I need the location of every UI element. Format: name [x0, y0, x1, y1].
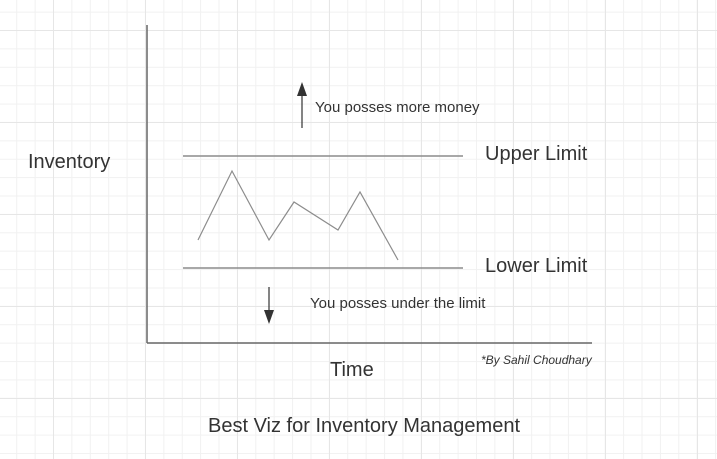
inventory-line: [197, 169, 399, 261]
y-axis-label: Inventory: [28, 151, 111, 173]
above-limit-note: You posses more money: [315, 99, 480, 116]
upper-limit-label: Upper Limit: [485, 143, 588, 165]
arrow-down-icon: [264, 287, 274, 324]
author-credit: *By Sahil Choudhary: [481, 353, 592, 367]
diagram-title: Best Viz for Inventory Management: [208, 415, 521, 437]
arrow-up-icon: [297, 82, 307, 128]
lower-limit-label: Lower Limit: [485, 255, 588, 277]
below-limit-note: You posses under the limit: [310, 295, 486, 312]
x-axis-label: Time: [330, 359, 374, 381]
